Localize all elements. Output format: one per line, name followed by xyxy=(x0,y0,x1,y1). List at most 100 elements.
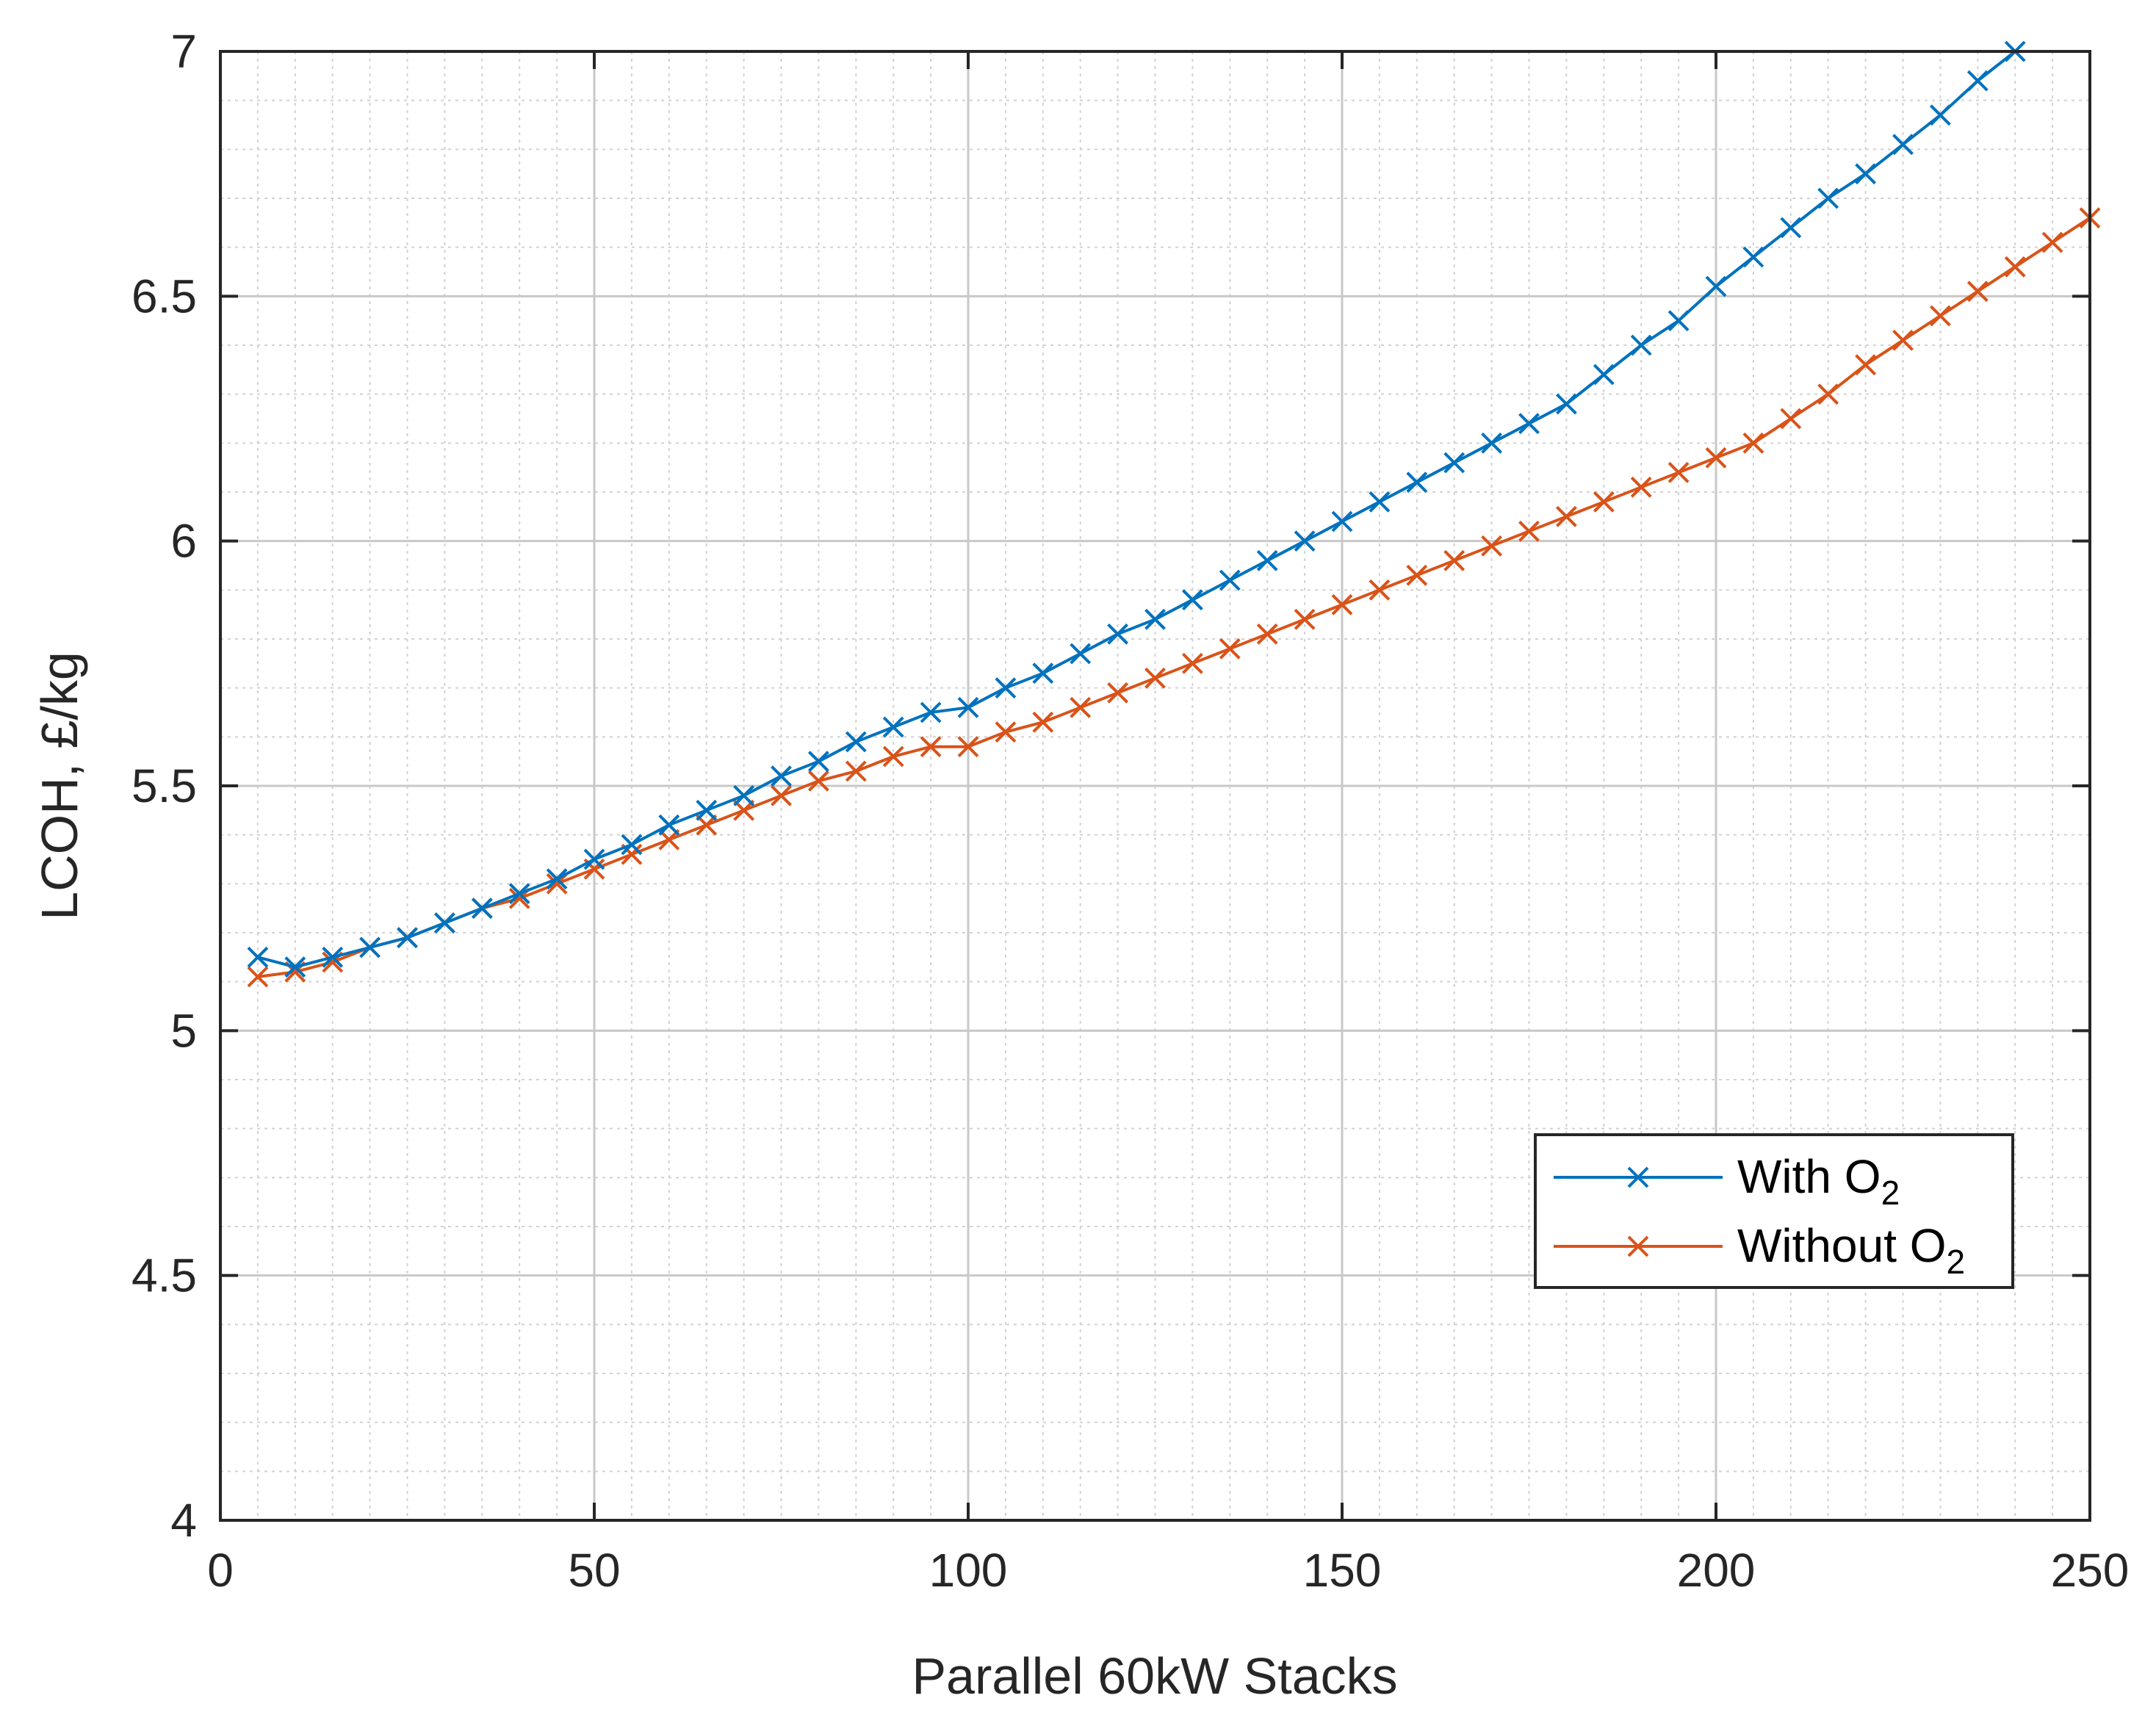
legend: With O2 Without O2 xyxy=(1534,1133,2014,1289)
data-point-without-o2 xyxy=(1107,682,1129,704)
data-point-with-o2 xyxy=(658,814,680,836)
data-point-without-o2 xyxy=(1966,281,1989,303)
data-point-without-o2 xyxy=(1181,652,1203,674)
data-point-with-o2 xyxy=(322,946,344,968)
legend-label-without-o2-main: Without O xyxy=(1737,1219,1947,1272)
data-point-without-o2 xyxy=(1892,329,1914,351)
y-axis-title: LCOH, £/kg xyxy=(31,651,88,920)
data-point-without-o2 xyxy=(1742,432,1764,454)
x-tick-labels: 0 50 100 150 200 250 xyxy=(207,1544,2129,1597)
data-point-without-o2 xyxy=(920,736,942,758)
data-point-without-o2 xyxy=(1219,637,1241,660)
legend-label-with-o2-subscript: 2 xyxy=(1881,1174,1900,1212)
data-point-with-o2 xyxy=(1070,643,1092,665)
legend-marker-without-o2 xyxy=(1627,1235,1649,1257)
legend-label-without-o2-subscript: 2 xyxy=(1947,1243,1966,1281)
y-tick-label: 7 xyxy=(170,25,197,78)
data-point-without-o2 xyxy=(1256,623,1278,645)
data-point-without-o2 xyxy=(1443,549,1465,571)
data-point-without-o2 xyxy=(1855,354,1877,376)
x-axis-title: Parallel 60kW Stacks xyxy=(912,1647,1397,1705)
data-point-without-o2 xyxy=(1331,593,1353,615)
y-tick-label: 6 xyxy=(170,515,197,568)
data-point-with-o2 xyxy=(845,731,867,753)
data-point-with-o2 xyxy=(583,848,605,870)
y-tick-label: 5.5 xyxy=(131,759,197,812)
data-point-with-o2 xyxy=(1929,104,1951,126)
data-point-with-o2 xyxy=(1892,134,1914,156)
data-point-without-o2 xyxy=(1780,408,1802,430)
legend-label-with-o2-main: With O xyxy=(1737,1150,1881,1203)
data-point-with-o2 xyxy=(1369,491,1391,513)
data-point-with-o2 xyxy=(1855,163,1877,185)
data-point-without-o2 xyxy=(1406,564,1428,586)
series-layer xyxy=(247,40,2101,988)
data-point-with-o2 xyxy=(1144,608,1166,630)
data-point-with-o2 xyxy=(1555,393,1577,415)
data-point-without-o2 xyxy=(1481,535,1503,557)
data-point-with-o2 xyxy=(1705,275,1727,297)
y-tick-label: 6.5 xyxy=(131,270,197,322)
data-point-with-o2 xyxy=(733,784,755,806)
series-line-without-o2 xyxy=(257,217,2091,978)
data-point-without-o2 xyxy=(1668,461,1690,483)
data-point-without-o2 xyxy=(1555,505,1577,527)
data-point-with-o2 xyxy=(546,868,568,890)
data-point-without-o2 xyxy=(1369,579,1391,601)
data-point-with-o2 xyxy=(807,751,829,773)
x-tick-label: 150 xyxy=(1303,1544,1382,1597)
data-point-with-o2 xyxy=(882,716,904,738)
data-point-with-o2 xyxy=(1181,589,1203,611)
data-point-with-o2 xyxy=(1966,70,1989,92)
data-point-with-o2 xyxy=(359,936,381,958)
legend-x-marker xyxy=(1627,1166,1649,1188)
data-point-without-o2 xyxy=(1929,305,1951,327)
data-point-with-o2 xyxy=(995,677,1017,699)
data-point-without-o2 xyxy=(1817,383,1839,405)
data-point-with-o2 xyxy=(1817,187,1839,209)
data-point-with-o2 xyxy=(1481,432,1503,454)
data-point-with-o2 xyxy=(957,696,979,718)
data-point-without-o2 xyxy=(247,966,269,988)
y-tick-label: 4.5 xyxy=(131,1249,197,1302)
y-tick-labels: 4 4.5 5 5.5 6 6.5 7 xyxy=(131,25,197,1547)
data-point-without-o2 xyxy=(957,736,979,758)
data-point-without-o2 xyxy=(1518,520,1540,542)
data-point-without-o2 xyxy=(1032,711,1054,733)
data-point-with-o2 xyxy=(1630,334,1652,356)
data-point-with-o2 xyxy=(397,927,418,949)
data-point-with-o2 xyxy=(1593,364,1615,386)
data-point-without-o2 xyxy=(1630,476,1652,498)
legend-box xyxy=(1534,1133,2014,1289)
legend-marker-with-o2 xyxy=(1627,1166,1649,1188)
data-point-without-o2 xyxy=(845,760,867,782)
data-point-without-o2 xyxy=(1593,491,1615,513)
data-point-with-o2 xyxy=(1406,472,1428,494)
axis-ticks xyxy=(219,50,2091,1522)
data-point-with-o2 xyxy=(1331,510,1353,532)
data-point-with-o2 xyxy=(284,956,306,978)
data-point-with-o2 xyxy=(1107,623,1129,645)
data-point-with-o2 xyxy=(1294,530,1316,552)
data-point-with-o2 xyxy=(771,765,792,787)
data-point-without-o2 xyxy=(771,784,792,806)
data-point-with-o2 xyxy=(920,701,942,723)
data-point-with-o2 xyxy=(1256,549,1278,571)
x-tick-label: 50 xyxy=(568,1544,620,1597)
data-point-with-o2 xyxy=(1219,569,1241,591)
x-tick-label: 0 xyxy=(207,1544,234,1597)
data-point-with-o2 xyxy=(1668,310,1690,332)
x-tick-label: 200 xyxy=(1677,1544,1756,1597)
legend-x-marker xyxy=(1627,1235,1649,1257)
y-tick-label: 4 xyxy=(170,1494,197,1547)
y-tick-label: 5 xyxy=(170,1004,197,1057)
data-point-without-o2 xyxy=(807,770,829,792)
x-tick-label: 100 xyxy=(929,1544,1008,1597)
data-point-with-o2 xyxy=(621,834,643,856)
data-point-without-o2 xyxy=(2041,231,2063,253)
data-point-without-o2 xyxy=(995,721,1017,743)
x-tick-label: 250 xyxy=(2051,1544,2130,1597)
data-point-with-o2 xyxy=(1742,246,1764,268)
data-point-with-o2 xyxy=(696,799,718,821)
